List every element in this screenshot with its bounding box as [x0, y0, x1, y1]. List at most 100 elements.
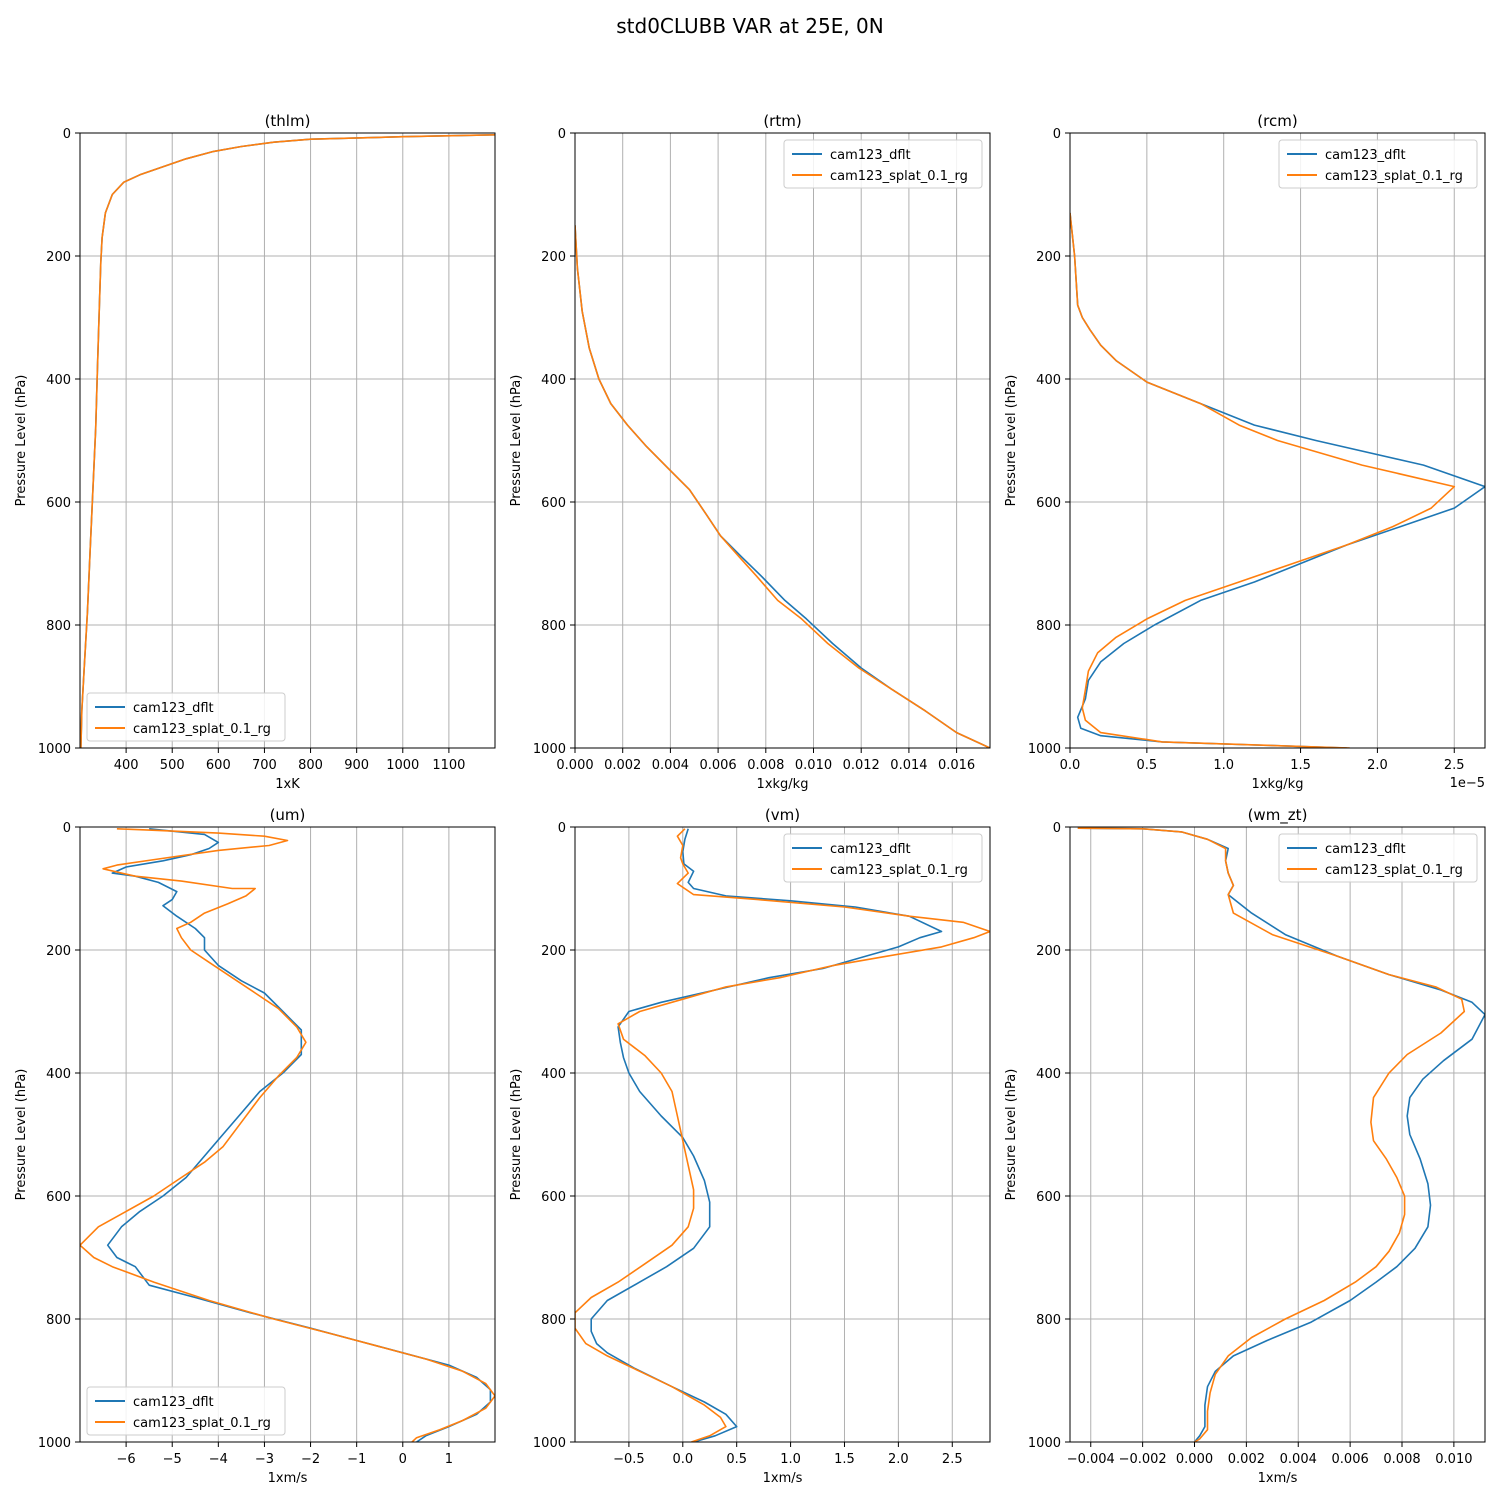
x-tick-label: 0: [399, 1452, 407, 1467]
x-axis-label: 1xkg/kg: [757, 777, 809, 792]
x-axis-label: 1xm/s: [1258, 1471, 1298, 1486]
series-line-cam123_splat_0.1_rg: [80, 828, 495, 1442]
y-tick-label: 200: [46, 250, 71, 265]
subplot-title: (thlm): [265, 112, 311, 130]
x-tick-label: 0.5: [1137, 758, 1158, 773]
series-line-cam123_dflt: [1070, 212, 1485, 748]
x-tick-label: −5: [163, 1452, 182, 1467]
legend-entry: cam123_dflt: [133, 1395, 214, 1410]
x-tick-label: 1.0: [780, 1452, 801, 1467]
y-tick-label: 1000: [38, 1436, 71, 1451]
x-tick-label: 0.008: [747, 758, 784, 773]
y-axis-label: Pressure Level (hPa): [509, 1069, 524, 1201]
x-tick-label: 1: [445, 1452, 453, 1467]
legend-box: [86, 1386, 286, 1436]
y-tick-label: 600: [541, 496, 566, 511]
series-line-cam123_splat_0.1_rg: [575, 828, 990, 1442]
legend-entry: cam123_splat_0.1_rg: [133, 1416, 271, 1431]
x-tick-label: 0.002: [604, 758, 641, 773]
y-tick-label: 1000: [533, 742, 566, 757]
y-tick-label: 1000: [38, 742, 71, 757]
legend: cam123_dflt cam123_splat_0.1_rg: [1278, 833, 1478, 883]
subplot-title: (vm): [765, 806, 800, 824]
axes-frame: [79, 826, 496, 1443]
x-tick-label: 0.000: [1176, 1452, 1213, 1467]
x-tick-label: 500: [160, 758, 185, 773]
y-axis-label: Pressure Level (hPa): [1004, 375, 1019, 507]
subplot-um: −6 −5 −4 −3 −2 −1 0 1 0 200 400 600 800 1000 (um) 1xm/s…: [14, 806, 496, 1486]
y-tick-label: 0: [63, 821, 71, 836]
legend-entry: cam123_dflt: [830, 148, 911, 163]
y-tick-label: 0: [1053, 127, 1061, 142]
x-tick-label: 400: [114, 758, 139, 773]
y-tick-label: 0: [1053, 821, 1061, 836]
legend-box: [783, 139, 983, 189]
subplot-title: (rtm): [763, 112, 801, 130]
x-tick-label: −0.004: [1067, 1452, 1115, 1467]
legend-entry: cam123_splat_0.1_rg: [1325, 863, 1463, 878]
y-tick-label: 600: [1036, 496, 1061, 511]
legend: cam123_dflt cam123_splat_0.1_rg: [86, 1386, 286, 1436]
x-tick-label: 0.004: [1280, 1452, 1317, 1467]
y-tick-label: 800: [1036, 1313, 1061, 1328]
legend: cam123_dflt cam123_splat_0.1_rg: [86, 692, 286, 742]
y-tick-label: 200: [1036, 944, 1061, 959]
series-line-cam123_splat_0.1_rg: [575, 225, 990, 748]
x-tick-label: 900: [344, 758, 369, 773]
series-line-cam123_dflt: [106, 828, 492, 1442]
y-tick-label: 200: [46, 944, 71, 959]
y-tick-label: 800: [46, 619, 71, 634]
legend-entry: cam123_dflt: [133, 701, 214, 716]
series-line-cam123_dflt: [1077, 827, 1485, 1442]
x-tick-label: −0.002: [1119, 1452, 1167, 1467]
x-tick-label: −6: [117, 1452, 136, 1467]
y-tick-label: 200: [541, 250, 566, 265]
x-tick-label: 0.5: [726, 1452, 747, 1467]
x-tick-label: 1.5: [1290, 758, 1311, 773]
y-tick-label: 0: [558, 127, 566, 142]
x-tick-label: 1100: [432, 758, 465, 773]
x-tick-label: 0.014: [890, 758, 927, 773]
x-tick-label: 0.008: [1383, 1452, 1420, 1467]
legend-entry: cam123_splat_0.1_rg: [830, 863, 968, 878]
y-tick-label: 0: [63, 127, 71, 142]
x-tick-label: 1.5: [834, 1452, 855, 1467]
series-line-cam123_dflt: [590, 828, 943, 1442]
x-tick-label: 0.006: [1332, 1452, 1369, 1467]
legend-entry: cam123_splat_0.1_rg: [133, 722, 271, 737]
legend-box: [1278, 139, 1478, 189]
y-tick-label: 600: [46, 496, 71, 511]
x-tick-label: 0.0: [1060, 758, 1081, 773]
x-tick-label: −3: [255, 1452, 274, 1467]
legend-entry: cam123_dflt: [830, 842, 911, 857]
x-tick-label: 0.010: [1435, 1452, 1472, 1467]
y-tick-label: 600: [1036, 1190, 1061, 1205]
x-tick-label: 0.006: [699, 758, 736, 773]
y-tick-label: 200: [1036, 250, 1061, 265]
x-tick-label: −2: [301, 1452, 320, 1467]
x-tick-label: 800: [298, 758, 323, 773]
y-tick-label: 1000: [1028, 742, 1061, 757]
y-tick-label: 200: [541, 944, 566, 959]
x-tick-label: 0.010: [795, 758, 832, 773]
y-tick-label: 600: [46, 1190, 71, 1205]
y-tick-label: 800: [541, 1313, 566, 1328]
y-tick-label: 400: [541, 373, 566, 388]
y-tick-label: 1000: [533, 1436, 566, 1451]
x-tick-label: 700: [252, 758, 277, 773]
axes-frame: [1069, 132, 1486, 749]
subplot-thlm: 400 500 600 700 800 900 1000 1100 0 200 400 600 800 1…: [14, 112, 496, 792]
x-tick-label: 1000: [386, 758, 419, 773]
x-axis-label: 1xm/s: [763, 1471, 803, 1486]
x-axis-label: 1xm/s: [268, 1471, 308, 1486]
x-axis-label: 1xK: [275, 777, 300, 792]
y-tick-label: 800: [46, 1313, 71, 1328]
x-tick-label: 0.012: [843, 758, 880, 773]
legend-box: [1278, 833, 1478, 883]
legend-entry: cam123_dflt: [1325, 148, 1406, 163]
subplot-title: (wm_zt): [1248, 806, 1308, 825]
y-tick-label: 600: [541, 1190, 566, 1205]
legend-box: [86, 692, 286, 742]
